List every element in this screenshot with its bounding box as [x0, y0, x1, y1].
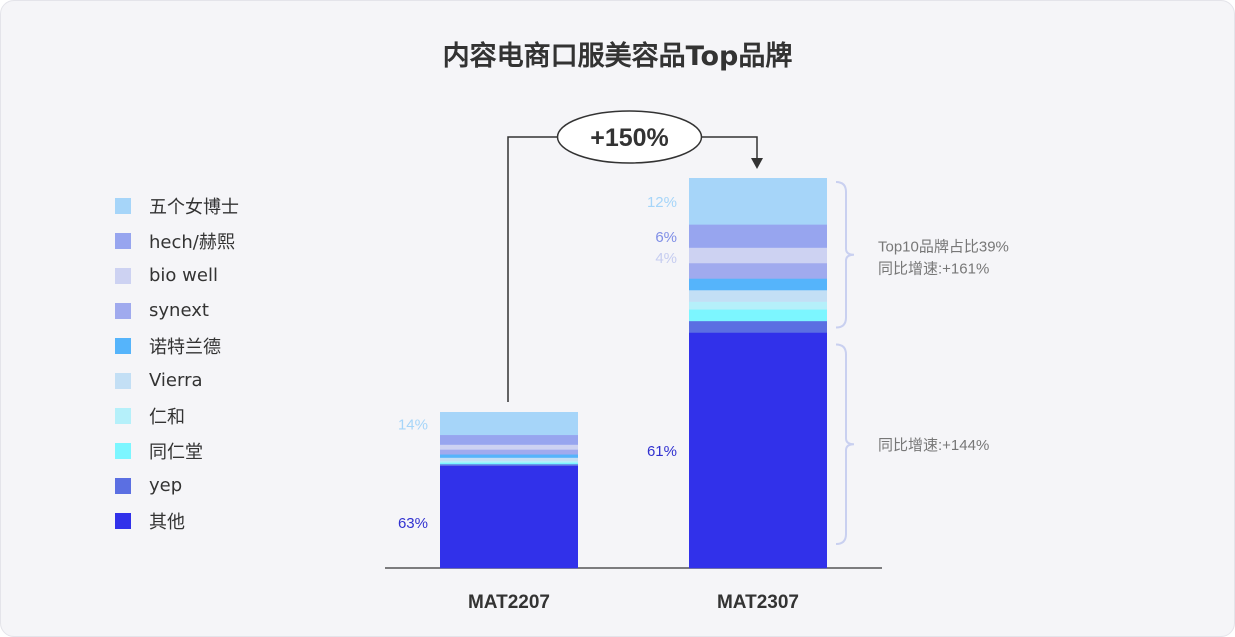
legend-label: synext: [149, 300, 209, 321]
bar-segment: [689, 262, 827, 279]
legend-swatch: [115, 302, 131, 319]
legend-item: 同仁堂: [115, 433, 239, 468]
top10-share-annotation: Top10品牌占比39%: [878, 239, 1009, 256]
x-tick-label: MAT2307: [717, 592, 799, 613]
bar-segment: [689, 301, 827, 310]
bar-segment: [440, 465, 578, 569]
data-label: 14%: [398, 416, 428, 433]
bar-segment: [689, 289, 827, 302]
data-label: 61%: [647, 443, 677, 460]
legend-item: 仁和: [115, 398, 239, 433]
legend-swatch: [115, 267, 131, 284]
growth-arrow-icon: [751, 158, 763, 169]
data-label: 4%: [655, 250, 677, 267]
legend-swatch: [115, 512, 131, 529]
legend-item: Vierra: [115, 363, 239, 398]
legend-swatch: [115, 442, 131, 459]
legend-swatch: [115, 337, 131, 354]
bar-segment: [440, 449, 578, 455]
legend-swatch: [115, 372, 131, 389]
bar-segment: [440, 444, 578, 450]
legend-item: hech/赫熙: [115, 223, 239, 258]
data-label: 6%: [655, 229, 677, 246]
legend-item: 五个女博士: [115, 188, 239, 223]
bar-segment: [689, 247, 827, 264]
legend-label: 五个女博士: [149, 196, 239, 218]
legend-swatch: [115, 232, 131, 249]
chart-title: 内容电商口服美容品Top品牌: [442, 41, 793, 72]
bar-segment: [689, 178, 827, 225]
bar-segment: [689, 320, 827, 333]
bar-segment: [440, 462, 578, 465]
legend-label: yep: [149, 475, 183, 496]
x-tick-label: MAT2207: [468, 592, 550, 613]
legend-swatch: [115, 407, 131, 424]
legend-label: hech/赫熙: [149, 231, 235, 253]
others-brace: [835, 343, 855, 545]
legend-item: 诺特兰德: [115, 328, 239, 363]
legend-label: 其他: [149, 511, 185, 533]
legend-label: 诺特兰德: [149, 336, 221, 358]
top10-brace: [835, 181, 855, 329]
data-label: 12%: [647, 194, 677, 211]
legend-item: bio well: [115, 258, 239, 293]
chart-legend: 五个女博士 hech/赫熙 bio well synext 诺特兰德 Vierr…: [115, 188, 239, 538]
legend-label: 仁和: [149, 406, 185, 428]
bar-segment: [689, 309, 827, 322]
legend-swatch: [115, 197, 131, 214]
legend-swatch: [115, 477, 131, 494]
growth-label: +150%: [590, 124, 669, 152]
legend-label: bio well: [149, 265, 218, 286]
bar-segment: [440, 457, 578, 462]
others-growth-annotation: 同比增速:+144%: [878, 437, 989, 454]
top10-growth-annotation: 同比增速:+161%: [878, 261, 989, 278]
bar-segment: [689, 278, 827, 291]
growth-ellipse: [556, 110, 703, 164]
bar-segment: [440, 454, 578, 458]
legend-item: 其他: [115, 503, 239, 538]
bar-segment: [440, 434, 578, 445]
bar-segment: [440, 464, 578, 466]
legend-item: yep: [115, 468, 239, 503]
data-label: 63%: [398, 515, 428, 532]
legend-label: 同仁堂: [149, 441, 203, 463]
legend-label: Vierra: [149, 370, 203, 391]
bar-segment: [440, 460, 578, 463]
bar-segment: [440, 412, 578, 436]
bar-segment: [689, 224, 827, 248]
bar-segment: [689, 332, 827, 569]
legend-item: synext: [115, 293, 239, 328]
